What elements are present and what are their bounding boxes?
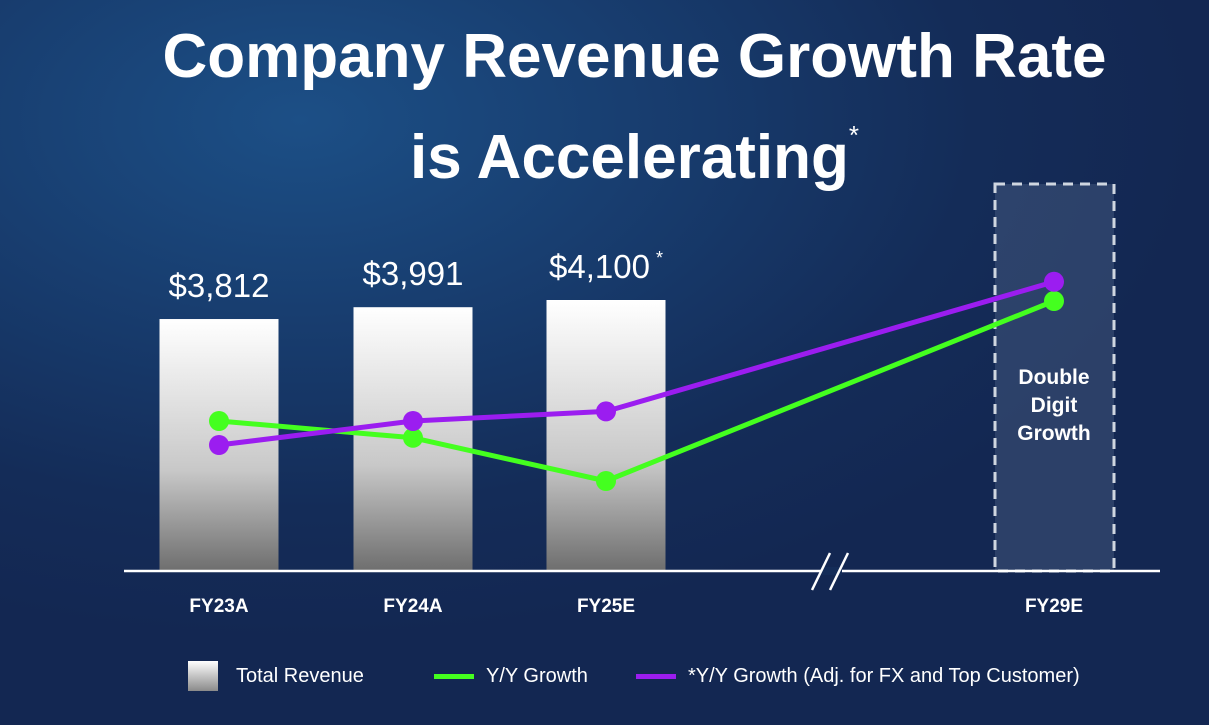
revenue-growth-chart: Double Digit Growth FY23A FY24A FY25E FY29E $… [159, 182, 1116, 617]
adj-growth-point-fy23a [209, 435, 229, 455]
legend-swatch-adj-growth [636, 673, 676, 679]
bar-value-asterisk: * [656, 248, 663, 268]
legend: Total Revenue Y/Y Growth *Y/Y Growth (Ad… [0, 658, 1209, 698]
bar-value-label-fy25e: $4,100 * [549, 248, 663, 285]
adj-growth-point-fy24a [403, 411, 423, 431]
axis-break-gap [822, 567, 842, 575]
adj-growth-point-fy29e [1044, 271, 1064, 292]
yy-growth-line [218, 298, 1055, 484]
bar-value-label-fy23a: $3,812 [169, 267, 270, 304]
legend-label-adj-growth: *Y/Y Growth (Adj. for FX and Top Custome… [688, 664, 1080, 687]
x-tick-label-fy25e: FY25E [577, 596, 635, 617]
legend-item-yy-growth: Y/Y Growth [434, 658, 588, 694]
x-tick-label-fy29e: FY29E [1025, 596, 1083, 617]
title-line-1: Company Revenue Growth Rate [162, 22, 1107, 91]
legend-item-adj-growth: *Y/Y Growth (Adj. for FX and Top Custome… [636, 658, 1080, 694]
bar-fy25e [546, 300, 666, 571]
title-line-2: is Accelerating [410, 123, 849, 192]
projection-text-line-3: Growth [1017, 422, 1091, 445]
x-tick-label-fy23a: FY23A [189, 596, 248, 617]
adj-growth-line [218, 279, 1055, 448]
title-asterisk: * [848, 120, 859, 150]
chart-title: Company Revenue Growth Rate is Accelerat… [0, 18, 1209, 197]
legend-swatch-total-revenue [188, 661, 218, 691]
yy-growth-point-fy24a [403, 427, 423, 448]
x-tick-label-fy24a: FY24A [383, 596, 442, 617]
yy-growth-point-fy25e [596, 471, 616, 491]
legend-label-total-revenue: Total Revenue [236, 664, 364, 687]
bar-value-label-fy24a: $3,991 [363, 255, 464, 292]
projection-text-line-2: Digit [1031, 394, 1078, 417]
adj-growth-point-fy25e [596, 401, 616, 422]
axis-break-mark-1 [810, 552, 832, 591]
projection-text-line-1: Double [1018, 366, 1089, 389]
legend-label-yy-growth: Y/Y Growth [486, 664, 588, 687]
legend-item-total-revenue: Total Revenue [188, 658, 364, 694]
legend-swatch-yy-growth [434, 673, 474, 679]
axis-break-mark-2 [828, 552, 850, 591]
yy-growth-point-fy23a [209, 411, 229, 431]
yy-growth-point-fy29e [1044, 291, 1064, 311]
